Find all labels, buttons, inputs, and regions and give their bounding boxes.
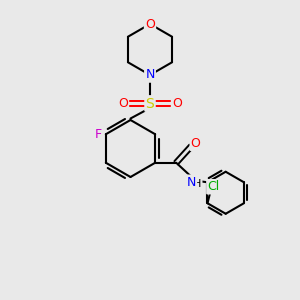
Text: Cl: Cl — [207, 180, 220, 193]
Text: O: O — [118, 97, 128, 110]
Text: N: N — [187, 176, 196, 189]
Text: O: O — [172, 97, 182, 110]
Text: H: H — [193, 179, 201, 189]
Text: S: S — [146, 97, 154, 110]
Text: N: N — [145, 68, 155, 82]
Text: O: O — [191, 137, 201, 150]
Text: F: F — [95, 128, 102, 141]
Text: O: O — [145, 17, 155, 31]
